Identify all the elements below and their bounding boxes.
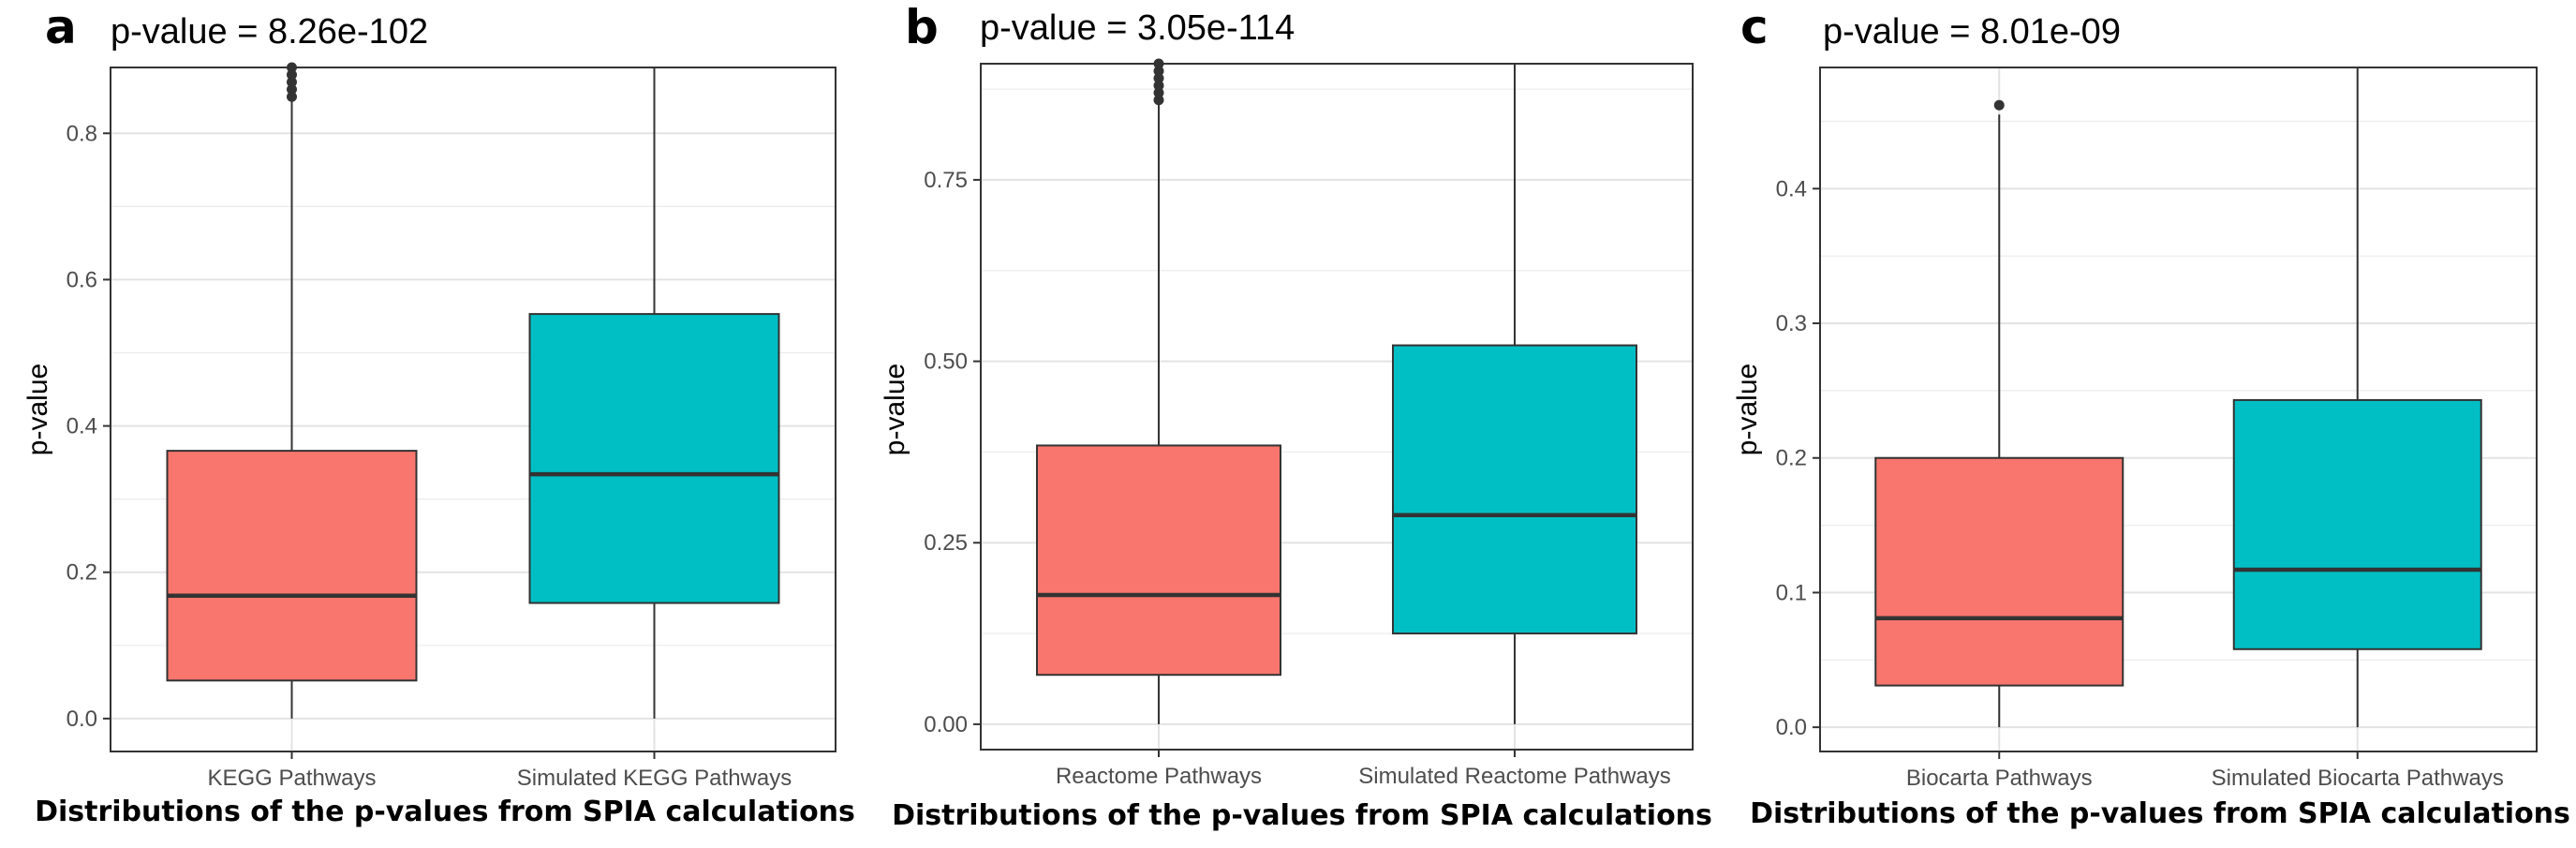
box-1 [166, 62, 418, 719]
y-tick-label: 0.4 [1776, 176, 1807, 201]
box-2 [528, 67, 780, 719]
plot-area: 0.00 0.25 0.50 0.75 Reactome Pathways Simulat… [924, 58, 1694, 789]
outlier-point [1153, 80, 1164, 91]
y-tick-label: 0.0 [1776, 715, 1807, 740]
outlier-point [1153, 72, 1164, 83]
box-iqr [1392, 344, 1637, 635]
panel-title: p-value = 8.26e-102 [111, 12, 428, 52]
x-tick-label: Simulated Reactome Pathways [1358, 764, 1671, 789]
y-tick-label: 0.00 [924, 712, 968, 737]
y-tick-label: 0.25 [924, 530, 968, 556]
outlier-point [1993, 99, 2005, 111]
box-2 [1392, 64, 1637, 724]
box-iqr [1874, 456, 2124, 687]
outlier-point [1153, 87, 1164, 98]
x-axis-label: Distributions of the p-values from SPIA … [35, 796, 855, 828]
x-tick-label: Reactome Pathways [1056, 764, 1262, 789]
y-tick-label: 0.1 [1776, 580, 1807, 605]
x-tick-label: KEGG Pathways [207, 766, 376, 791]
outlier-point [287, 77, 297, 88]
x-tick-label: Simulated Biocarta Pathways [2212, 766, 2504, 791]
y-tick-label: 0.0 [67, 707, 97, 732]
box-iqr [1036, 444, 1281, 677]
x-axis-label: Distributions of the p-values from SPIA … [1750, 797, 2570, 830]
y-tick-label: 0.3 [1776, 311, 1807, 336]
outlier-point [287, 91, 297, 102]
panel-border [1819, 67, 2538, 752]
panel-letter: b [905, 0, 939, 54]
box-iqr [528, 313, 780, 604]
box-1 [1874, 99, 2124, 728]
panel-b: b p-value = 3.05e-114 p-value Distributi… [880, 0, 1712, 832]
panel-border [980, 63, 1694, 751]
y-tick-label: 0.2 [67, 560, 97, 586]
plot-area: 0.0 0.1 0.2 0.3 0.4 Biocarta Pathways Simulate… [1776, 67, 2538, 791]
y-tick-label: 0.50 [924, 350, 968, 375]
outlier-point [287, 83, 297, 95]
x-tick-label: Biocarta Pathways [1906, 766, 2093, 791]
panel-letter: c [1740, 0, 1769, 54]
box-1 [1036, 58, 1281, 724]
panel-a: a p-value = 8.26e-102 p-value Distributi… [22, 0, 855, 828]
y-tick-label: 0.8 [67, 121, 97, 146]
panel-border [110, 67, 836, 752]
y-tick-label: 0.2 [1776, 446, 1807, 471]
panel-c: c p-value = 8.01e-09 p-value Distributio… [1732, 0, 2570, 830]
y-tick-label: 0.4 [67, 414, 97, 439]
y-tick-label: 0.75 [924, 168, 968, 193]
panel-title: p-value = 3.05e-114 [980, 8, 1295, 48]
box-2 [2232, 67, 2482, 728]
y-axis-label: p-value [22, 364, 53, 455]
y-tick-label: 0.6 [67, 267, 97, 292]
outlier-point [1153, 95, 1164, 106]
x-axis-label: Distributions of the p-values from SPIA … [892, 799, 1712, 832]
box-iqr [2232, 398, 2482, 650]
outlier-point [287, 69, 297, 81]
panel-letter: a [45, 0, 77, 54]
outlier-point [1153, 66, 1164, 77]
y-axis-label: p-value [880, 364, 910, 455]
y-axis-label: p-value [1732, 364, 1763, 455]
box-iqr [166, 450, 418, 682]
panel-title: p-value = 8.01e-09 [1823, 12, 2121, 52]
plot-area: 0.0 0.2 0.4 0.6 0.8 KEGG Pathways Simulated KE… [67, 62, 836, 791]
x-tick-label: Simulated KEGG Pathways [517, 766, 792, 791]
